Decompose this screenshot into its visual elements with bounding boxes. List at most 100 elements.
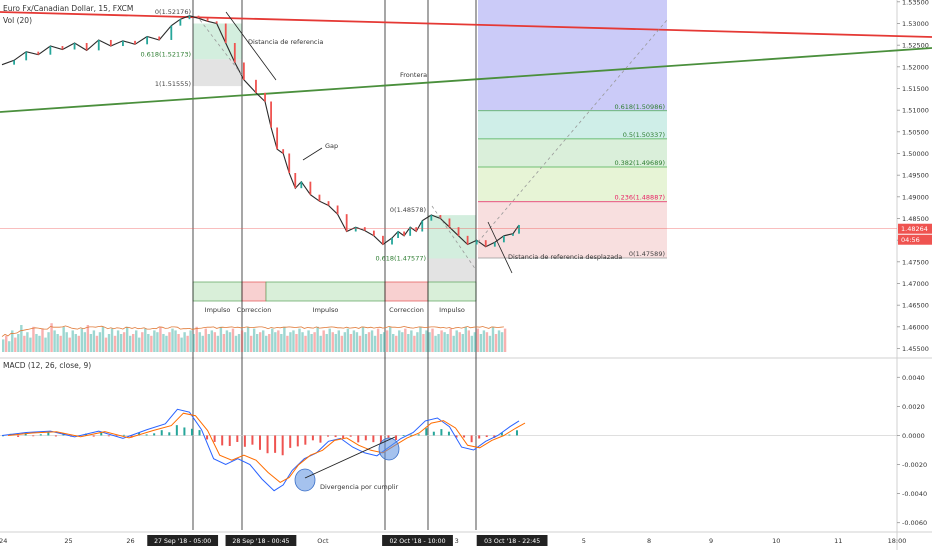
volume-bar bbox=[464, 326, 467, 352]
volume-bar bbox=[398, 330, 401, 352]
volume-bar bbox=[237, 334, 241, 352]
volume-bar bbox=[373, 335, 377, 352]
red-trendline bbox=[0, 11, 932, 38]
macd-histogram-bar bbox=[198, 430, 201, 436]
volume-bar bbox=[467, 330, 471, 352]
volume-bar bbox=[274, 332, 277, 352]
volume-bar bbox=[159, 326, 162, 352]
volume-bar bbox=[156, 332, 159, 352]
price-tick-label: 1.46000 bbox=[902, 323, 929, 331]
time-label: 03 Oct '18 - 22:45 bbox=[484, 538, 540, 545]
candle bbox=[179, 19, 182, 26]
volume-bar bbox=[59, 335, 62, 352]
macd-histogram-bar bbox=[153, 433, 156, 436]
volume-bar bbox=[207, 334, 210, 352]
price-tick-label: 1.52500 bbox=[902, 42, 929, 50]
macd-histogram-bar bbox=[17, 435, 20, 437]
volume-bar bbox=[144, 328, 147, 352]
time-label: 9 bbox=[709, 537, 713, 545]
macd-histogram-bar bbox=[478, 435, 481, 439]
volume-bar bbox=[271, 328, 274, 352]
fib-zone bbox=[478, 166, 667, 202]
volume-bar bbox=[301, 332, 304, 352]
macd-histogram-bar bbox=[304, 435, 307, 445]
time-label: 11 bbox=[834, 537, 842, 545]
volume-bar bbox=[500, 332, 504, 352]
macd-histogram-bar bbox=[243, 435, 246, 447]
volume-bar bbox=[289, 332, 292, 352]
volume-bar bbox=[410, 330, 413, 352]
candle bbox=[276, 127, 279, 150]
fib-level-label: 0.382(1.49689) bbox=[614, 159, 665, 167]
volume-bar bbox=[443, 332, 446, 352]
mid-dashed-line bbox=[431, 205, 477, 271]
fib-zone bbox=[478, 138, 667, 167]
time-label: 27 Sep '18 - 05:00 bbox=[154, 538, 211, 545]
volume-bar bbox=[361, 326, 365, 352]
volume-bar bbox=[98, 332, 102, 352]
macd-histogram-bar bbox=[327, 435, 330, 437]
candle bbox=[512, 233, 514, 236]
volume-bar bbox=[14, 337, 17, 352]
time-label: 8 bbox=[647, 537, 651, 545]
volume-bar bbox=[38, 335, 41, 352]
candle bbox=[345, 214, 348, 232]
countdown-label: 04:56 bbox=[901, 236, 920, 244]
phase-label: Correccion bbox=[389, 306, 424, 314]
candle bbox=[37, 51, 40, 55]
volume-bar bbox=[280, 334, 283, 352]
macd-histogram-bar bbox=[515, 430, 518, 436]
phase-box bbox=[241, 281, 267, 302]
volume-bar bbox=[331, 332, 334, 352]
volume-bar bbox=[80, 328, 84, 352]
macd-histogram-bar bbox=[342, 435, 345, 439]
volume-bar bbox=[2, 339, 5, 352]
macd-histogram-bar bbox=[236, 435, 239, 442]
candle bbox=[49, 46, 52, 55]
volume-bar bbox=[132, 334, 135, 352]
candle bbox=[493, 242, 496, 247]
volume-bar bbox=[65, 332, 68, 352]
candle bbox=[391, 238, 393, 245]
time-label: 24 bbox=[0, 537, 7, 545]
volume-bar bbox=[370, 330, 374, 352]
fib-level-label: 0(1.47589) bbox=[629, 250, 665, 258]
candle bbox=[61, 46, 64, 50]
volume-bar bbox=[428, 332, 431, 352]
volume-bar bbox=[476, 328, 480, 352]
volume-bar bbox=[186, 335, 189, 352]
macd-tick-label: -0.0040 bbox=[902, 490, 927, 498]
volume-bar bbox=[376, 328, 380, 352]
divergence-circle bbox=[378, 437, 400, 461]
volume-bar bbox=[388, 326, 392, 352]
volume-bar bbox=[26, 332, 29, 352]
volume-bar bbox=[216, 335, 220, 352]
macd-histogram-bar bbox=[274, 435, 277, 453]
volume-bar bbox=[89, 334, 93, 352]
time-label-highlight bbox=[147, 535, 219, 546]
macd-histogram-bar bbox=[508, 434, 511, 436]
volume-bar bbox=[497, 330, 501, 352]
volume-bar bbox=[135, 330, 138, 352]
volume-bar bbox=[165, 335, 168, 352]
macd-histogram-bar bbox=[387, 435, 390, 438]
volume-bar bbox=[189, 330, 192, 352]
volume-bar bbox=[491, 326, 495, 352]
volume-bar bbox=[246, 326, 250, 352]
volume-bar bbox=[35, 334, 38, 352]
volume-bar bbox=[213, 332, 217, 352]
macd-histogram-bar bbox=[54, 435, 57, 437]
time-label: 28 Sep '18 - 00:45 bbox=[232, 538, 289, 545]
macd-histogram-bar bbox=[145, 434, 148, 436]
volume-bar bbox=[150, 335, 153, 352]
phase-box bbox=[384, 281, 429, 302]
volume-bar bbox=[461, 334, 464, 352]
candle bbox=[13, 60, 15, 65]
fib-zone bbox=[478, 110, 667, 139]
macd-histogram-bar bbox=[319, 435, 322, 443]
candle bbox=[397, 231, 399, 238]
macd-histogram-bar bbox=[379, 435, 382, 444]
candle bbox=[484, 240, 487, 247]
gap-label: Gap bbox=[325, 142, 338, 150]
